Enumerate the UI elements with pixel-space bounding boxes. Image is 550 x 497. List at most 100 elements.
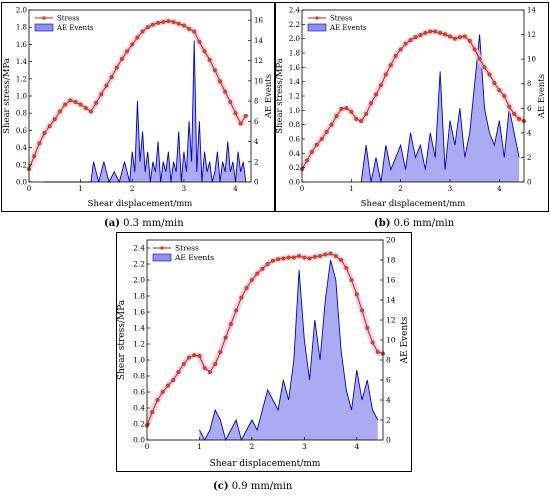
stress-point [497, 88, 502, 93]
stress-point [388, 63, 393, 68]
stress-point [88, 109, 93, 114]
stress-point [68, 98, 73, 103]
y2-tick-label: 2 [527, 154, 531, 162]
x-tick-label: 4 [233, 185, 238, 193]
y2-tick-label: 10 [386, 336, 396, 345]
stress-point [360, 308, 365, 313]
y2-axis-label: AE Events [537, 74, 547, 119]
caption-c-tag: (c) [213, 481, 229, 492]
y-tick-label: 0.8 [289, 121, 300, 129]
stress-point [312, 254, 317, 259]
y-axis-label: Shear stress/MPa [275, 58, 285, 134]
stress-point [104, 83, 109, 88]
stress-point [369, 101, 374, 106]
y2-axis-label: AE Events [264, 74, 274, 119]
stress-point [114, 65, 119, 70]
stress-point [239, 295, 244, 300]
stress-point [202, 49, 207, 54]
legend-stress-label: Stress [330, 15, 353, 23]
caption-a-text: 0.3 mm/min [123, 218, 184, 229]
caption-c: (c) 0.9 mm/min [213, 481, 292, 492]
stress-point [255, 271, 260, 276]
stress-point [398, 47, 403, 52]
y2-tick-label: 0 [527, 179, 531, 187]
stress-point [181, 361, 186, 366]
stress-point [329, 122, 334, 127]
y2-tick-label: 10 [254, 77, 263, 85]
caption-b-text: 0.6 mm/min [393, 218, 455, 229]
x-tick-label: 4 [497, 185, 502, 193]
stress-point [171, 377, 176, 382]
stress-point [176, 21, 181, 26]
stress-point [462, 34, 467, 39]
stress-point [418, 33, 423, 38]
ae-events-line [360, 34, 520, 183]
chart-a: 0 1 2 3 40.00.20.40.60.81.01.21.41.61.82.002… [2, 7, 274, 210]
stress-point [375, 349, 380, 354]
stress-point [187, 26, 192, 31]
stress-point [94, 100, 99, 105]
stress-point [487, 72, 492, 77]
stress-point [408, 38, 413, 43]
stress-point [150, 22, 155, 27]
stress-point [393, 53, 398, 58]
y-tick-label: 1.2 [16, 75, 27, 83]
y2-tick-label: 8 [254, 98, 258, 106]
x-axis-label: Shear displacement/mm [88, 199, 193, 209]
x-tick-label: 1 [349, 185, 353, 193]
stress-point [457, 35, 462, 40]
stress-point [150, 409, 155, 414]
panel-a-frame [1, 2, 276, 212]
chart-c: 0 1 2 3 40.00.20.40.60.81.01.21.41.61.82.02.… [117, 236, 410, 470]
stress-point [202, 365, 207, 370]
legend-ae-label: AE Events [56, 24, 94, 32]
stress-point [364, 111, 369, 116]
stress-point [507, 104, 512, 109]
stress-point [166, 19, 171, 24]
stress-point [265, 262, 270, 267]
x-tick-label: 0 [300, 185, 304, 193]
y-tick-label: 2.2 [289, 21, 300, 29]
stress-point [349, 109, 354, 114]
y-tick-label: 1.6 [133, 308, 145, 317]
stress-point [307, 256, 312, 261]
stress-point [165, 383, 170, 388]
y-tick-label: 1.0 [133, 356, 145, 365]
stress-point [57, 109, 62, 114]
ae-events-area [199, 260, 378, 440]
x-tick-label: 0 [145, 442, 150, 451]
x-tick-label: 0 [27, 185, 31, 193]
y-tick-label: 0.6 [16, 127, 28, 135]
stress-point [233, 111, 238, 116]
y-tick-label: 1.4 [289, 78, 301, 86]
stress-point [452, 36, 457, 41]
stress-point [319, 136, 324, 141]
stress-point [73, 100, 78, 105]
stress-point [447, 34, 452, 39]
stress-point [373, 92, 378, 97]
y2-tick-label: 8 [386, 356, 391, 365]
stress-point [207, 369, 212, 374]
stress-point [155, 397, 160, 402]
stress-point [304, 158, 309, 163]
stress-point [413, 35, 418, 40]
stress-point [161, 20, 166, 25]
y2-tick-label: 6 [386, 376, 391, 385]
y-axis-label: Shear stress/MPa [2, 58, 12, 134]
stress-point [135, 35, 140, 40]
y-tick-label: 0.0 [289, 179, 300, 187]
y-tick-label: 0.4 [133, 404, 145, 413]
stress-point [467, 38, 472, 43]
stress-point [192, 353, 197, 358]
y-tick-label: 0.8 [133, 372, 145, 381]
stress-point [244, 286, 249, 291]
y-tick-label: 2.4 [133, 244, 145, 253]
legend-stress-label: Stress [57, 15, 80, 23]
panel-b: 0 1 2 3 4 0.0 0.2 0.4 0.6 0.8 1.0 1.2 1.4 1.6 1.8 2.0 2.… [274, 2, 549, 212]
stress-point [423, 30, 428, 35]
y-tick-label: 1.8 [133, 292, 145, 301]
y-tick-label: 0.6 [289, 136, 301, 144]
stress-point [140, 29, 145, 34]
stress-point [171, 20, 176, 25]
y2-tick-label: 4 [527, 129, 532, 137]
